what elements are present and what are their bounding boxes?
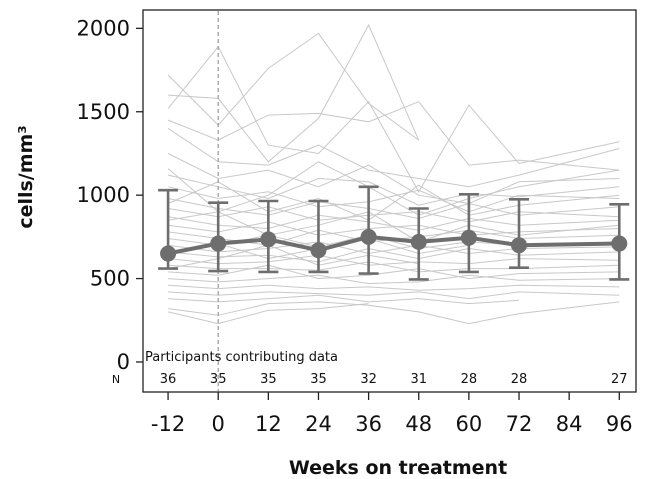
- y-tick-label-1500: 1500: [77, 100, 130, 124]
- individual-line-21: [168, 284, 620, 291]
- individual-line-30: [167, 161, 620, 216]
- y-axis: 0 500 1000 1500 2000: [77, 16, 143, 374]
- n-count-36: 32: [360, 372, 377, 387]
- individual-line-7: [167, 174, 620, 206]
- y-axis-title: cells/mm³: [15, 125, 37, 228]
- mean-point-72: [511, 237, 528, 254]
- mean-point-0: [210, 235, 227, 252]
- x-tick-label-24: 24: [305, 412, 332, 436]
- individual-line-6: [167, 153, 620, 205]
- y-tick-label-1000: 1000: [77, 183, 130, 207]
- individual-line-2: [168, 23, 420, 163]
- x-axis-title: Weeks on treatment: [289, 457, 507, 479]
- x-tick-label-96: 96: [606, 412, 633, 436]
- mean-point-12: [260, 231, 277, 248]
- individual-line-5: [167, 127, 620, 188]
- mean-point--12: [160, 245, 177, 262]
- n-label: N: [112, 373, 120, 386]
- x-tick-label-60: 60: [456, 412, 483, 436]
- n-count-0: 35: [210, 372, 227, 387]
- x-tick-label-12: 12: [255, 412, 282, 436]
- n-count-12: 35: [260, 372, 277, 387]
- x-tick-label-72: 72: [506, 412, 533, 436]
- individual-line-4: [167, 101, 620, 171]
- x-tick-label--12: -12: [151, 412, 185, 436]
- individual-line-22: [168, 291, 620, 300]
- individual-line-1: [167, 32, 419, 141]
- mean-series-group: [158, 185, 630, 281]
- plot-frame: [142, 9, 637, 393]
- x-tick-label-48: 48: [405, 412, 432, 436]
- individual-line-29: [168, 244, 419, 270]
- x-tick-label-84: 84: [556, 412, 583, 436]
- y-tick-label-500: 500: [90, 267, 130, 291]
- n-count-60: 28: [461, 372, 478, 387]
- y-tick-label-2000: 2000: [77, 16, 130, 40]
- mean-point-48: [410, 233, 427, 250]
- participant-counts: Participants contributing data N 36 35 35 3…: [112, 350, 628, 387]
- individual-line-19: [168, 264, 620, 280]
- n-count-24: 35: [310, 372, 327, 387]
- y-tick-label-0: 0: [117, 350, 130, 374]
- n-count-96: 27: [611, 372, 628, 387]
- mean-point-24: [310, 242, 327, 259]
- individual-line-24: [168, 301, 620, 325]
- n-count-72: 28: [511, 372, 528, 387]
- n-count-48: 31: [410, 372, 427, 387]
- mean-point-96: [611, 235, 628, 252]
- x-tick-label-0: 0: [212, 412, 225, 436]
- n-count--12: 36: [160, 372, 177, 387]
- x-axis: -12 0 12 24 36 48 60 72 84 96: [151, 392, 633, 436]
- mean-point-60: [460, 229, 477, 246]
- individual-lines: [167, 23, 620, 325]
- individual-line-25: [167, 303, 369, 325]
- individual-line-20: [168, 274, 620, 285]
- mean-point-36: [360, 228, 377, 245]
- individual-line-23: [168, 294, 520, 305]
- annotation-participants: Participants contributing data: [145, 350, 338, 365]
- x-tick-label-36: 36: [355, 412, 382, 436]
- individual-line-3: [167, 45, 620, 193]
